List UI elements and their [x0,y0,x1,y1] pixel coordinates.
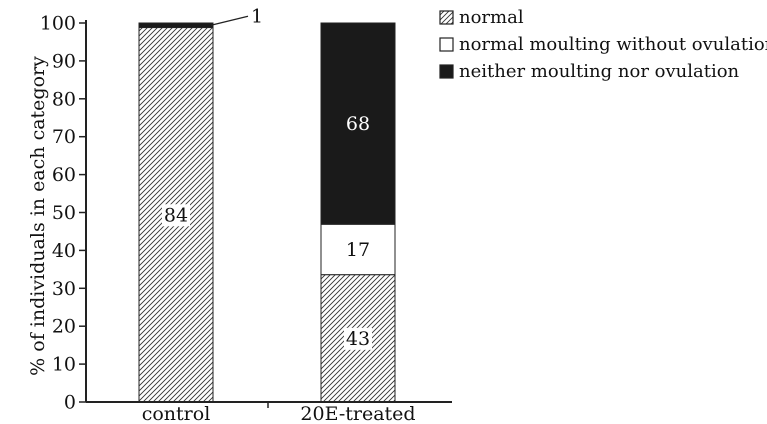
y-tick-label-30: 30 [52,278,76,300]
bars [138,22,396,403]
bar-1-segment-1 [320,223,396,276]
data-label-1-2: 68 [346,113,370,135]
data-label-0-0: 84 [164,204,188,226]
data-labels: 84 1 43 17 68 [162,5,372,350]
y-axis-ticks: 0 10 20 30 40 50 60 70 80 90 100 [40,13,86,414]
y-tick-label-20: 20 [52,316,76,338]
data-label-bg-1-0 [344,327,372,350]
y-tick-label-90: 90 [52,50,76,72]
y-tick-label-10: 10 [52,354,76,376]
y-tick-label-0: 0 [64,392,76,414]
legend-swatch-1 [439,37,454,52]
y-tick-label-60: 60 [52,164,76,186]
bar-1-segment-2 [320,22,396,225]
legend: normal normal moulting without ovulation n… [439,7,767,82]
legend-swatch-0 [439,10,454,25]
y-tick-label-50: 50 [52,202,76,224]
x-label-0: control [142,403,211,424]
data-label-1-1: 17 [346,239,370,261]
data-label-1-0: 43 [346,328,370,350]
data-label-bg-0-0 [162,204,190,227]
y-tick-label-70: 70 [52,126,76,148]
x-label-1: 20E-treated [300,403,415,424]
legend-label-0: normal [459,7,524,28]
data-label-0-2: 1 [251,5,263,27]
legend-label-2: neither moulting nor ovulation [459,61,740,82]
x-axis-labels: control 20E-treated [142,403,416,424]
data-label-leader-0-2 [210,15,249,26]
legend-label-1: normal moulting without ovulation [459,34,767,55]
legend-swatch-2 [439,64,454,79]
y-tick-label-80: 80 [52,88,76,110]
bar-0-segment-2 [138,22,214,29]
y-axis-label: % of individuals in each category [27,56,49,376]
y-tick-label-40: 40 [52,240,76,262]
y-tick-label-100: 100 [40,13,76,35]
